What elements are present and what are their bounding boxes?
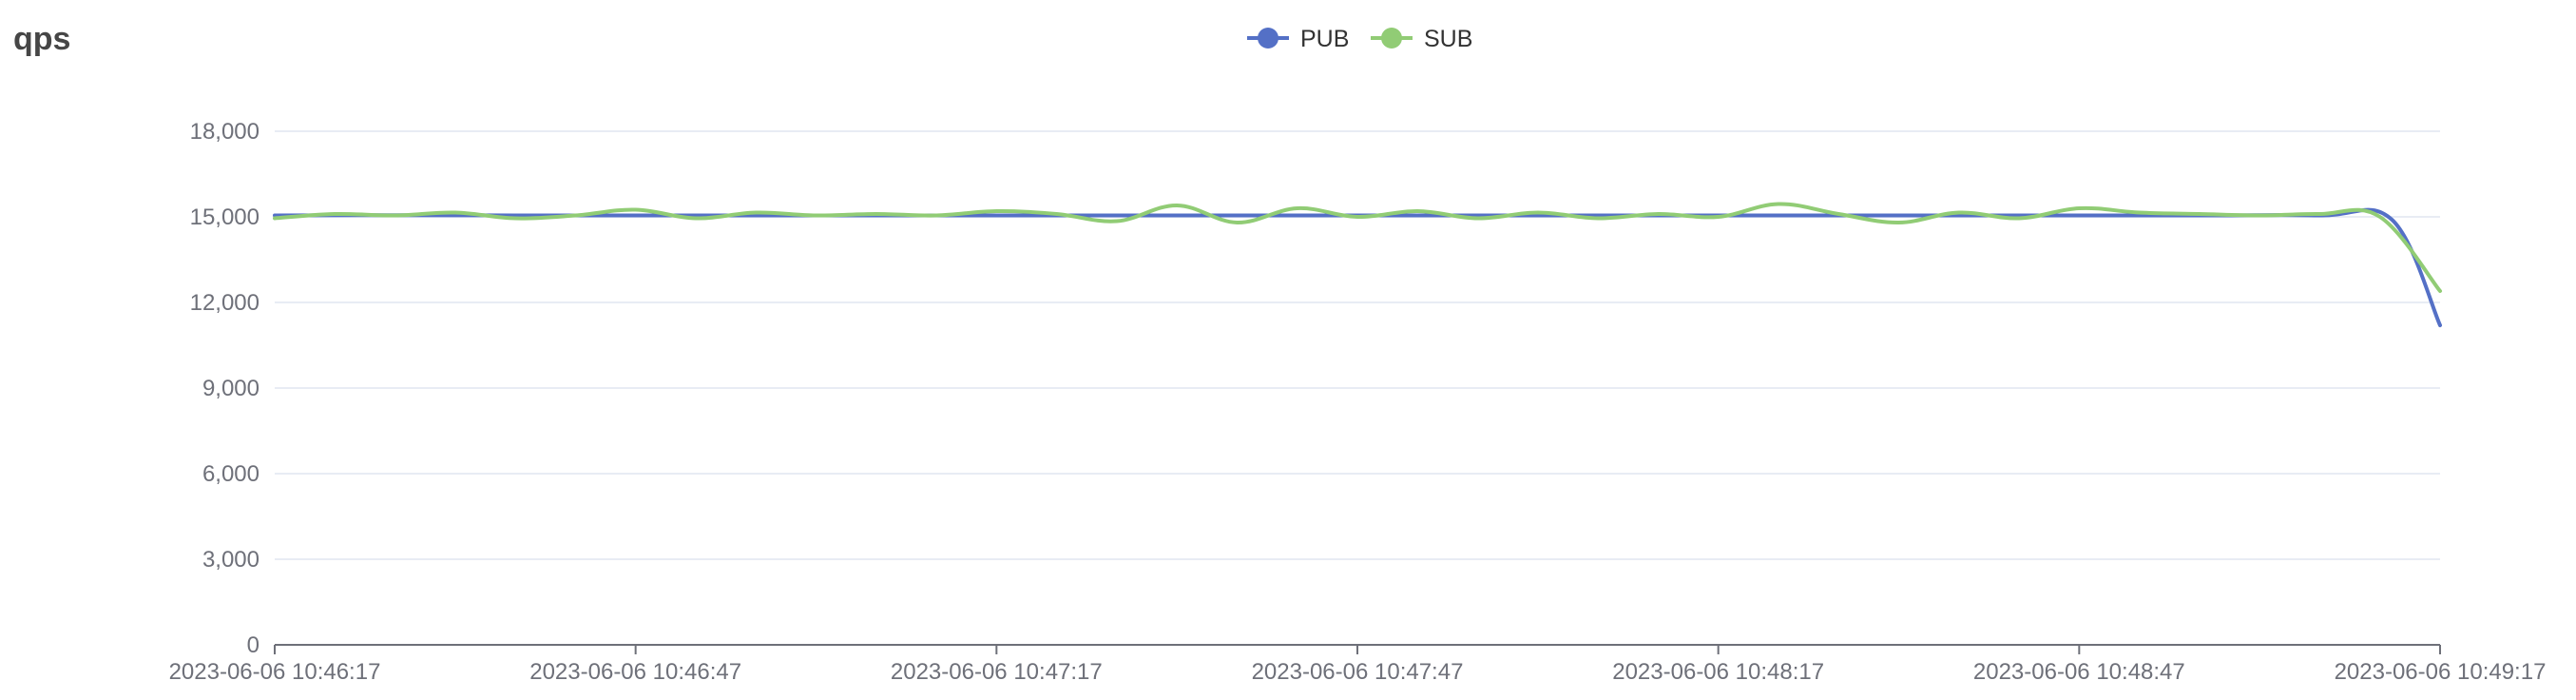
x-tick-label: 2023-06-06 10:47:17 — [891, 659, 1103, 685]
x-tick-label: 2023-06-06 10:46:17 — [169, 659, 381, 685]
y-tick-label: 12,000 — [190, 290, 260, 316]
y-tick-label: 15,000 — [190, 204, 260, 230]
grid-layer — [275, 130, 2440, 560]
chart-title: qps — [13, 21, 71, 57]
series-line-pub — [273, 207, 2442, 327]
x-tick-label: 2023-06-06 10:47:47 — [1252, 659, 1464, 685]
legend-item-pub[interactable]: PUB — [1247, 26, 1349, 52]
legend[interactable]: PUB SUB — [1247, 26, 1472, 52]
y-tick-label: 0 — [247, 632, 260, 658]
y-tick-label: 6,000 — [202, 461, 260, 487]
y-tick-label: 3,000 — [202, 547, 260, 573]
legend-marker-sub-icon — [1381, 28, 1402, 49]
legend-item-sub[interactable]: SUB — [1371, 26, 1472, 52]
x-tick-label: 2023-06-06 10:46:47 — [529, 659, 741, 685]
legend-marker-pub-icon — [1258, 28, 1278, 49]
series-line-sub — [273, 202, 2442, 293]
legend-label-pub: PUB — [1300, 26, 1349, 52]
y-tick-label: 9,000 — [202, 376, 260, 401]
x-tick-label: 2023-06-06 10:48:17 — [1612, 659, 1824, 685]
x-tick-label: 2023-06-06 10:48:47 — [1973, 659, 2185, 685]
axis-layer: 0 3,000 6,000 9,000 12,000 15,000 18,000 2023-0… — [169, 119, 2547, 685]
x-tick-label: 2023-06-06 10:49:17 — [2335, 659, 2547, 685]
y-tick-label: 18,000 — [190, 119, 260, 145]
legend-label-sub: SUB — [1424, 26, 1472, 52]
series-layer — [273, 202, 2442, 327]
